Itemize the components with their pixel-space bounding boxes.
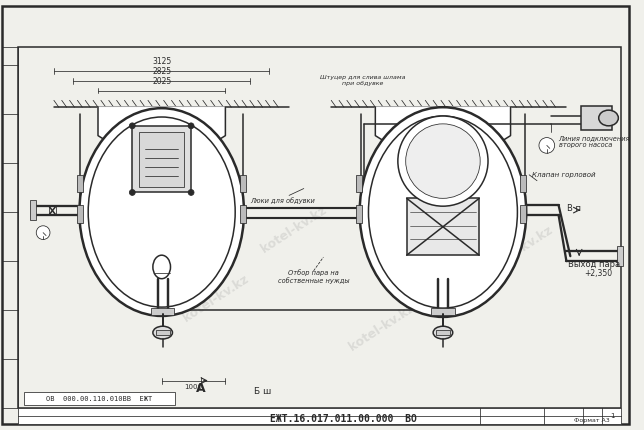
Circle shape [36, 226, 50, 240]
Circle shape [129, 123, 135, 129]
Bar [406, 198, 479, 255]
Bar [520, 205, 526, 223]
Text: В п: В п [567, 204, 582, 213]
Ellipse shape [359, 107, 526, 317]
Text: Клапан горловой: Клапан горловой [532, 172, 596, 178]
Bar [132, 126, 191, 193]
Bar [520, 175, 526, 193]
Text: kotel-kv.kz: kotel-kv.kz [259, 204, 329, 256]
Text: +2,350: +2,350 [584, 269, 612, 278]
Text: 1000: 1000 [184, 384, 202, 390]
Bar [77, 205, 83, 223]
Bar [355, 205, 361, 223]
Text: Б ш: Б ш [254, 387, 271, 396]
Text: kotel-kv.kz: kotel-kv.kz [415, 106, 486, 158]
Text: Люки для обдувки: Люки для обдувки [250, 197, 315, 204]
Ellipse shape [433, 326, 453, 339]
Bar [581, 106, 612, 130]
Ellipse shape [153, 326, 173, 339]
Bar [17, 408, 621, 424]
Text: 1: 1 [611, 413, 615, 419]
Bar [240, 205, 246, 223]
Text: Формат А3: Формат А3 [574, 418, 610, 423]
Circle shape [188, 123, 194, 129]
Ellipse shape [599, 110, 618, 126]
Bar [436, 330, 450, 335]
Text: Линия подключения
второго насоса: Линия подключения второго насоса [558, 135, 630, 148]
Text: Штуцер для слива шлама
при обдувке: Штуцер для слива шлама при обдувке [320, 75, 405, 86]
Bar [355, 175, 361, 193]
Text: 2025: 2025 [152, 77, 171, 86]
Circle shape [406, 124, 480, 198]
Bar [618, 246, 623, 266]
Ellipse shape [88, 117, 235, 307]
Polygon shape [375, 107, 511, 154]
Bar [30, 200, 36, 220]
Bar [17, 47, 621, 408]
Text: ОВ  000.00.110.010ВВ  ЕЖТ: ОВ 000.00.110.010ВВ ЕЖТ [46, 396, 152, 402]
Bar [77, 175, 83, 193]
Ellipse shape [79, 108, 244, 316]
Bar [151, 308, 175, 315]
Text: kotel-kv.kz: kotel-kv.kz [92, 116, 163, 168]
Bar [2, 47, 17, 408]
Text: kotel-kv.kz: kotel-kv.kz [347, 302, 417, 354]
Bar [156, 330, 169, 335]
Text: А: А [196, 382, 205, 395]
Ellipse shape [153, 255, 171, 279]
Text: kotel-kv.kz: kotel-kv.kz [484, 223, 554, 275]
Bar [240, 175, 246, 193]
Polygon shape [98, 107, 225, 154]
Bar [431, 308, 455, 315]
Text: kotel-kv.kz: kotel-kv.kz [180, 272, 251, 324]
Text: 2825: 2825 [152, 67, 171, 76]
Bar [24, 392, 175, 405]
Circle shape [188, 190, 194, 195]
Text: Отбор пара на
собственные нужды: Отбор пара на собственные нужды [278, 269, 350, 284]
Circle shape [129, 190, 135, 195]
Circle shape [539, 138, 554, 153]
Text: Выход пара: Выход пара [569, 260, 621, 269]
Text: ЕЖТ.16.017.011.00.000  ВО: ЕЖТ.16.017.011.00.000 ВО [270, 415, 417, 424]
Ellipse shape [368, 116, 517, 308]
Bar [139, 132, 184, 187]
Circle shape [398, 116, 488, 206]
Text: 3125: 3125 [152, 57, 171, 66]
